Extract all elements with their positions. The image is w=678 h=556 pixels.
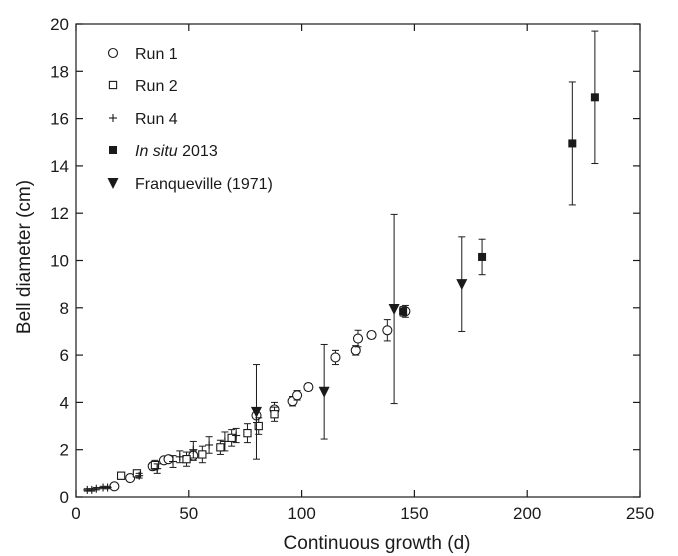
axis-ticks: 0 50 100 150 200 250 0 2 4 6 8 10 12 14 16 18 20 xyxy=(50,15,654,523)
legend-marker xyxy=(109,114,117,122)
legend-marker xyxy=(107,178,119,189)
y-tick-label: 6 xyxy=(60,346,69,365)
y-tick-label: 14 xyxy=(50,157,69,176)
x-tick-label: 150 xyxy=(400,504,428,523)
data-point xyxy=(388,303,400,315)
y-tick-label: 18 xyxy=(50,62,69,81)
legend-label-run-1: Run 1 xyxy=(135,46,178,63)
data-point xyxy=(169,457,178,466)
data-point xyxy=(198,450,207,459)
data-point xyxy=(568,139,577,148)
series-3 xyxy=(399,30,599,317)
series-1 xyxy=(116,406,279,480)
y-tick-label: 8 xyxy=(60,299,69,318)
legend-markers xyxy=(107,47,119,189)
x-tick-label: 0 xyxy=(71,504,80,523)
x-tick-label: 200 xyxy=(513,504,541,523)
data-point xyxy=(352,333,364,344)
data-point xyxy=(478,252,487,261)
data-point xyxy=(292,390,303,401)
data-point xyxy=(125,473,136,484)
data-point xyxy=(175,452,184,461)
data-point xyxy=(382,325,393,336)
data-point xyxy=(135,471,144,480)
y-tick-label: 4 xyxy=(60,393,69,412)
data-point xyxy=(189,445,198,454)
legend-marker xyxy=(107,47,119,59)
legend-label-franqueville: Franqueville (1971) xyxy=(135,176,273,193)
data-point xyxy=(182,455,191,464)
data-point xyxy=(330,352,341,363)
data-point xyxy=(92,484,101,493)
x-tick-label: 100 xyxy=(287,504,315,523)
y-axis-title: Bell diameter (cm) xyxy=(14,180,35,334)
x-tick-label: 250 xyxy=(626,504,654,523)
data-point xyxy=(109,481,120,492)
plot-frame xyxy=(75,23,641,498)
data-marks xyxy=(83,30,599,494)
data-point xyxy=(116,471,126,480)
data-point xyxy=(227,433,236,443)
data-point xyxy=(232,431,241,440)
data-point xyxy=(205,440,214,449)
data-point xyxy=(456,279,468,291)
legend-marker xyxy=(109,146,117,154)
data-point xyxy=(350,345,361,356)
data-point xyxy=(399,307,408,316)
y-tick-label: 20 xyxy=(50,15,69,34)
series-4 xyxy=(250,213,468,460)
data-point xyxy=(590,93,599,102)
legend-marker xyxy=(108,80,118,90)
y-tick-label: 10 xyxy=(50,252,69,271)
data-point xyxy=(243,428,252,438)
data-point xyxy=(103,483,112,492)
data-point xyxy=(254,421,263,431)
legend-label-in-situ-italic: In situ xyxy=(135,143,178,160)
legend: Run 1 Run 2 Run 4 In situ 2013 Franquevi… xyxy=(107,46,273,193)
y-tick-label: 2 xyxy=(60,441,69,460)
data-point xyxy=(303,381,314,393)
y-tick-label: 0 xyxy=(60,488,69,507)
y-tick-label: 12 xyxy=(50,204,69,223)
x-tick-label: 50 xyxy=(179,504,198,523)
data-point xyxy=(153,464,162,473)
legend-label-in-situ-2013: In situ 2013 xyxy=(135,143,218,160)
data-point xyxy=(318,386,330,398)
legend-label-run-2: Run 2 xyxy=(135,78,178,95)
series-2 xyxy=(83,427,241,494)
x-axis-title: Continuous growth (d) xyxy=(284,533,471,554)
legend-label-run-4: Run 4 xyxy=(135,111,178,128)
data-point xyxy=(270,410,279,419)
data-point xyxy=(220,437,229,446)
legend-label-in-situ-year: 2013 xyxy=(178,143,218,160)
data-point xyxy=(216,443,225,452)
data-point xyxy=(250,406,262,418)
data-point xyxy=(366,329,377,341)
y-tick-label: 16 xyxy=(50,110,69,129)
